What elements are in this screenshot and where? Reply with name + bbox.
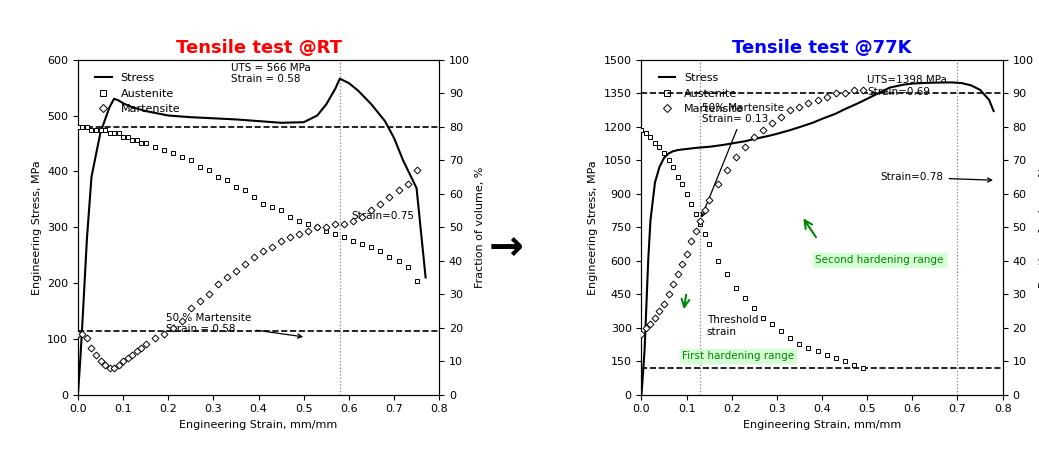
Text: UTS=1398 MPa
Strain=0.69: UTS=1398 MPa Strain=0.69 <box>868 75 948 97</box>
Text: Strain=0.75: Strain=0.75 <box>351 211 415 221</box>
Text: UTS = 566 MPa
Strain = 0.58: UTS = 566 MPa Strain = 0.58 <box>232 63 312 84</box>
Y-axis label: Fraction of volume, %: Fraction of volume, % <box>476 167 485 288</box>
Y-axis label: Engineering Stress, MPa: Engineering Stress, MPa <box>588 160 598 295</box>
Text: Second hardening range: Second hardening range <box>816 255 943 265</box>
Text: Strain=0.78: Strain=0.78 <box>881 172 991 182</box>
Text: →: → <box>488 227 524 269</box>
Legend: Stress, Austenite, Martensite: Stress, Austenite, Martensite <box>90 68 185 118</box>
Y-axis label: Engineering Stress, MPa: Engineering Stress, MPa <box>31 160 42 295</box>
Text: 50% Martensite
Strain= 0.13: 50% Martensite Strain= 0.13 <box>701 103 784 217</box>
X-axis label: Engineering Strain, mm/mm: Engineering Strain, mm/mm <box>743 420 901 430</box>
X-axis label: Engineering Strain, mm/mm: Engineering Strain, mm/mm <box>180 420 338 430</box>
Legend: Stress, Austenite, Martensite: Stress, Austenite, Martensite <box>655 68 748 118</box>
Title: Tensile test @RT: Tensile test @RT <box>176 39 342 57</box>
Text: 50 % Martensite
Strain = 0.58: 50 % Martensite Strain = 0.58 <box>166 313 301 338</box>
Text: Threshold
strain: Threshold strain <box>707 315 758 337</box>
Title: Tensile test @77K: Tensile test @77K <box>732 39 912 57</box>
Text: First hardening range: First hardening range <box>682 351 794 361</box>
